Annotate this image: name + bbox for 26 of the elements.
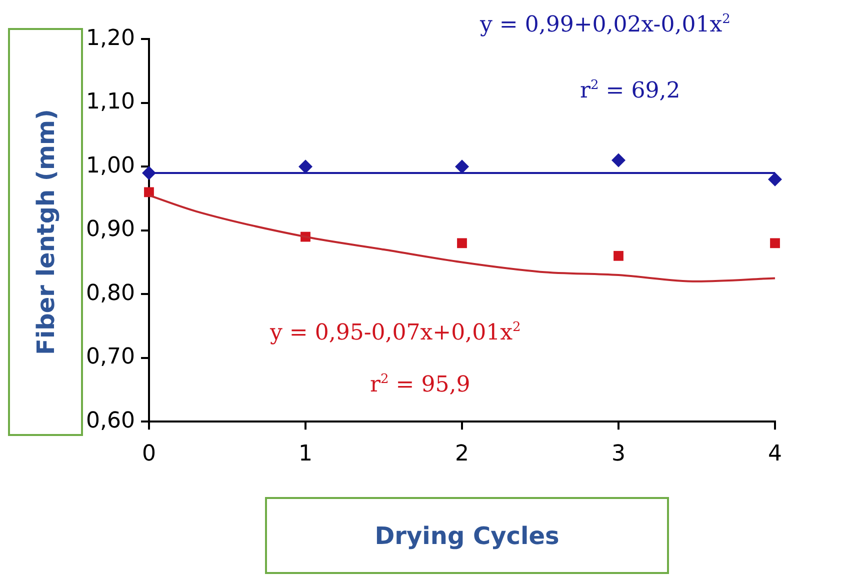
x-tick-label: 3 bbox=[611, 442, 626, 467]
x-tick-label: 1 bbox=[298, 442, 312, 467]
point bbox=[144, 187, 154, 198]
y-tick-label: 1,10 bbox=[86, 90, 135, 115]
y-tick-label: 0,80 bbox=[86, 280, 135, 306]
x-tick-label: 4 bbox=[768, 442, 782, 467]
annotation: r$^{2}$ = 69,2 bbox=[580, 78, 680, 104]
point bbox=[611, 153, 626, 168]
y-tick-label: 0,60 bbox=[86, 408, 135, 434]
y-tick-label: 0,90 bbox=[86, 217, 135, 242]
y-tick-label: 1,20 bbox=[86, 26, 135, 51]
annotation: y = 0,95-0,07x+0,01x$^{2}$ bbox=[270, 320, 521, 346]
annotation: r$^{2}$ = 95,9 bbox=[370, 372, 470, 398]
x-tick-label: 2 bbox=[454, 442, 469, 467]
point bbox=[614, 250, 624, 261]
x-tick-label: 0 bbox=[142, 442, 156, 467]
point bbox=[457, 238, 467, 248]
point bbox=[298, 160, 312, 174]
x-axis-title: Drying Cycles bbox=[374, 522, 560, 550]
point bbox=[768, 172, 782, 186]
point bbox=[770, 238, 780, 248]
text: y = 0,99+0,02x-0,01x$^{2}$ bbox=[480, 12, 730, 38]
point bbox=[454, 160, 469, 174]
y-axis-title: Fiber lentgh (mm) bbox=[32, 109, 60, 355]
y-tick-label: 1,00 bbox=[86, 153, 135, 178]
y-tick-label: 0,70 bbox=[86, 344, 135, 370]
